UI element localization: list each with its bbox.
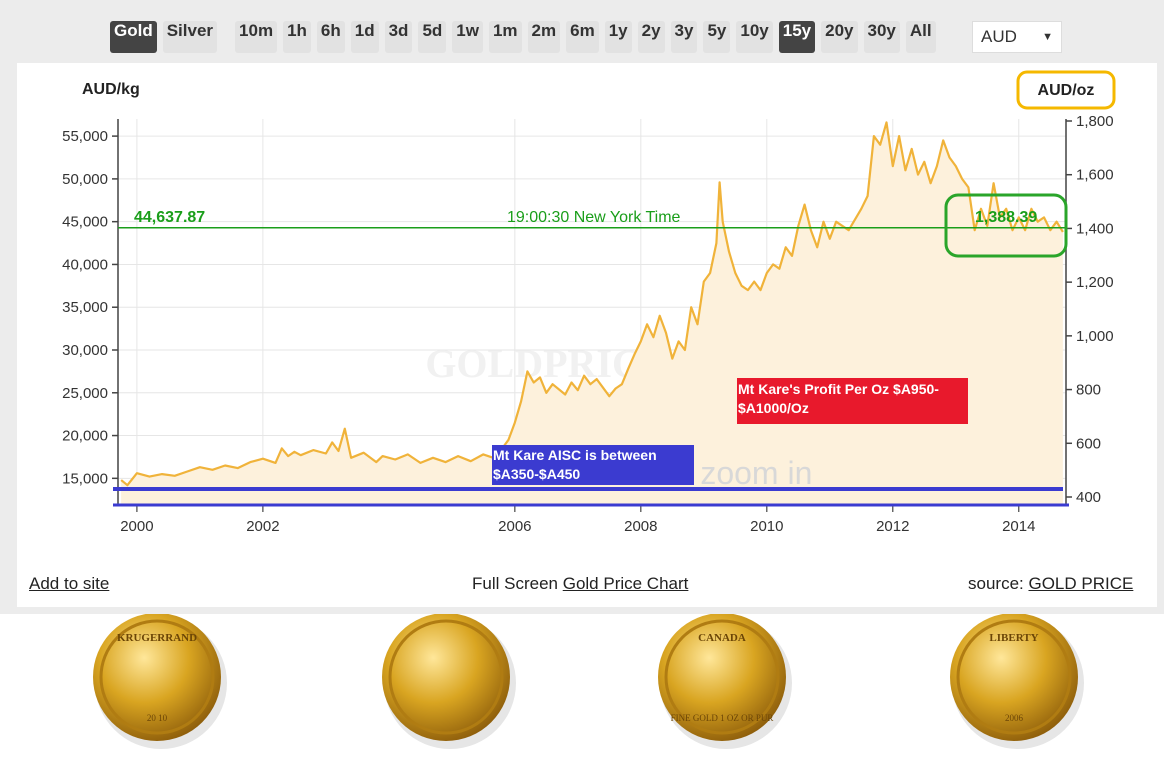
left-tick-label: 30,000: [62, 342, 108, 359]
coin-inscription: CANADA: [698, 632, 746, 644]
chart-panel[interactable]: GOLDPRICE.ORGclick chart to zoom in55,00…: [17, 63, 1157, 607]
current-price-kg-label: 44,637.87: [134, 209, 205, 226]
right-tick-label: 800: [1076, 382, 1101, 399]
aisc-annotation-line2: $A350-$A450: [493, 466, 580, 482]
right-tick-label: 1,000: [1076, 328, 1114, 345]
range-button-1d[interactable]: 1d: [350, 21, 379, 53]
right-tick-label: 600: [1076, 435, 1101, 452]
left-tick-label: 35,000: [62, 299, 108, 316]
coin-images: KRUGERRAND 20 10 CANADA FINE GOLD 1 OZ OR P…: [93, 613, 1084, 749]
range-button-1w[interactable]: 1w: [452, 21, 483, 53]
profit-annotation-box: [737, 378, 968, 424]
left-tick-label: 45,000: [62, 214, 108, 231]
full-screen-chart-link[interactable]: Gold Price Chart: [562, 574, 689, 593]
chart-widget: Gold Silver 10m 1h 6h 1d 3d 5d 1w 1m 2m 6m 1y 2y 3y 5y 1…: [0, 0, 1164, 614]
left-tick-label: 25,000: [62, 385, 108, 402]
x-tick-label: 2012: [876, 518, 909, 535]
range-button-5y[interactable]: 5y: [703, 21, 731, 53]
metal-button-gold[interactable]: Gold: [110, 21, 157, 53]
right-tick-label: 400: [1076, 489, 1101, 506]
range-button-1m[interactable]: 1m: [488, 21, 522, 53]
currency-value: AUD: [981, 27, 1017, 46]
krugerrand-coin-icon: [93, 613, 227, 749]
right-tick-label: 1,400: [1076, 220, 1114, 237]
chevron-down-icon: ▼: [1042, 31, 1053, 43]
right-unit-label: AUD/oz: [1038, 82, 1095, 99]
range-button-30y[interactable]: 30y: [863, 21, 900, 53]
coin-sub-inscription: FINE GOLD 1 OZ OR PUR: [671, 713, 774, 723]
maple-leaf-coin-icon: [658, 613, 792, 749]
x-tick-label: 2014: [1002, 518, 1035, 535]
buffalo-coin-icon: [950, 613, 1084, 749]
range-button-2m[interactable]: 2m: [527, 21, 561, 53]
range-button-all[interactable]: All: [905, 21, 936, 53]
range-button-6h[interactable]: 6h: [316, 21, 345, 53]
x-tick-label: 2000: [120, 518, 153, 535]
range-button-3d[interactable]: 3d: [384, 21, 413, 53]
range-button-20y[interactable]: 20y: [821, 21, 858, 53]
range-button-3y[interactable]: 3y: [670, 21, 698, 53]
profit-annotation-line1: Mt Kare's Profit Per Oz $A950-: [738, 381, 939, 397]
add-to-site-link[interactable]: Add to site: [29, 574, 110, 593]
current-price-oz-label: 1,388.39: [975, 209, 1037, 226]
left-tick-label: 55,000: [62, 128, 108, 145]
source-text: source: GOLD PRICE: [968, 574, 1133, 594]
price-series-line: [120, 121, 1064, 487]
coin-inscription: KRUGERRAND: [117, 632, 197, 644]
range-button-1y[interactable]: 1y: [604, 21, 632, 53]
left-tick-label: 15,000: [62, 470, 108, 487]
american-eagle-coin-icon: [382, 613, 516, 749]
x-tick-label: 2006: [498, 518, 531, 535]
range-button-15y[interactable]: 15y: [778, 21, 816, 53]
metal-button-silver[interactable]: Silver: [162, 21, 218, 53]
range-button-1h[interactable]: 1h: [283, 21, 311, 53]
range-button-2y[interactable]: 2y: [637, 21, 665, 53]
range-button-5d[interactable]: 5d: [418, 21, 447, 53]
right-tick-label: 1,800: [1076, 113, 1114, 130]
left-unit-label: AUD/kg: [82, 81, 140, 98]
toolbar-spacer: [223, 21, 229, 53]
left-tick-label: 20,000: [62, 428, 108, 445]
right-tick-label: 1,600: [1076, 167, 1114, 184]
range-button-6m[interactable]: 6m: [566, 21, 599, 53]
x-tick-label: 2002: [246, 518, 279, 535]
coin-sub-inscription: 2006: [1005, 713, 1024, 723]
range-button-10y[interactable]: 10y: [736, 21, 773, 53]
full-screen-prefix: Full Screen: [472, 574, 558, 593]
full-screen-text: Full Screen Gold Price Chart: [472, 574, 688, 594]
source-link[interactable]: GOLD PRICE: [1028, 574, 1134, 593]
time-label: 19:00:30 New York Time: [507, 209, 681, 226]
gold-price-chart[interactable]: GOLDPRICE.ORGclick chart to zoom in55,00…: [17, 63, 1157, 607]
coin-inscription: LIBERTY: [989, 632, 1038, 644]
right-tick-label: 1,200: [1076, 274, 1114, 291]
unit-highlight-box: [1016, 70, 1116, 110]
x-tick-label: 2008: [624, 518, 657, 535]
left-tick-label: 40,000: [62, 256, 108, 273]
aisc-annotation-line1: Mt Kare AISC is between: [493, 447, 657, 463]
left-tick-label: 50,000: [62, 171, 108, 188]
currency-select[interactable]: AUD ▼: [972, 21, 1062, 53]
range-toolbar: Gold Silver 10m 1h 6h 1d 3d 5d 1w 1m 2m 6m 1y 2y 3y 5y 1…: [110, 21, 936, 53]
coin-sub-inscription: 20 10: [147, 713, 168, 723]
aisc-annotation-box: [492, 445, 694, 485]
source-prefix: source:: [968, 574, 1024, 593]
x-tick-label: 2010: [750, 518, 783, 535]
profit-annotation-line2: $A1000/Oz: [738, 400, 809, 416]
range-button-10m[interactable]: 10m: [235, 21, 278, 53]
coin-strip: KRUGERRAND 20 10 CANADA FINE GOLD 1 OZ OR P…: [0, 613, 1164, 756]
price-highlight-box: [944, 193, 1068, 258]
